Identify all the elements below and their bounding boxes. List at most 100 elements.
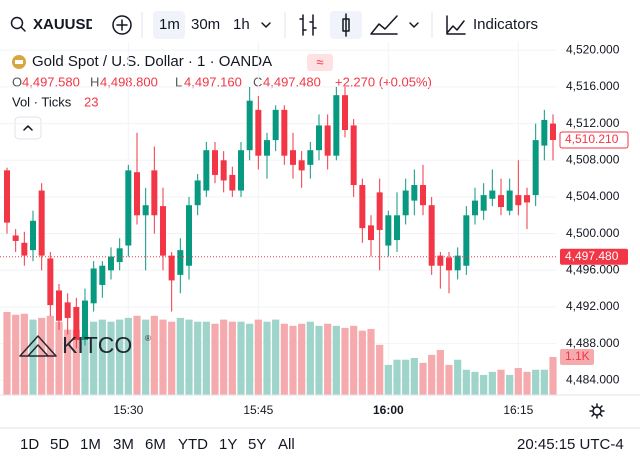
candle-body: [350, 125, 357, 186]
candle-body: [437, 255, 444, 266]
settings-button[interactable]: [592, 406, 602, 416]
candle-body: [47, 258, 54, 306]
range-button[interactable]: 3M: [113, 436, 134, 453]
candle-body: [151, 170, 158, 216]
y-tick-label: 4,516.000: [566, 79, 620, 93]
x-tick-label: 16:00: [373, 403, 404, 417]
y-tick-label: 4,504.000: [566, 189, 620, 203]
volume-bar: [532, 369, 540, 395]
x-tick-label: 16:15: [503, 403, 533, 417]
candle-body: [532, 140, 539, 196]
range-button[interactable]: 5Y: [248, 436, 266, 453]
toolbar: XAUUSD 1m 30m 1h Indicators: [10, 11, 538, 39]
candle-body: [515, 195, 522, 206]
area-style-button[interactable]: [370, 15, 398, 35]
volume-bar: [280, 323, 288, 395]
volume-bar: [298, 323, 306, 395]
candle-body: [506, 190, 513, 211]
candle-body: [229, 174, 236, 191]
range-button[interactable]: 1D: [20, 436, 39, 453]
candle-body: [177, 250, 184, 275]
volume-bar: [445, 364, 453, 395]
interval-button[interactable]: 1m: [159, 16, 180, 33]
volume-bar: [506, 374, 514, 395]
volume-bar: [185, 319, 193, 395]
y-tick-label: 4,492.000: [566, 299, 620, 313]
volume-bar: [324, 323, 332, 395]
volume-bar: [471, 371, 479, 395]
range-button[interactable]: All: [278, 436, 295, 453]
symbol-logo-bar: [15, 60, 23, 64]
volume-bar: [55, 321, 63, 395]
candle-body: [246, 100, 253, 151]
market-status-icon: ≈: [316, 54, 323, 69]
candle-body: [281, 109, 288, 156]
candle-body: [454, 255, 461, 271]
style-dropdown[interactable]: [409, 22, 419, 28]
volume-label: Vol · Ticks: [12, 94, 72, 109]
volume-bar: [98, 319, 106, 395]
settings-gear: [589, 403, 605, 419]
collapse-legend-button[interactable]: [14, 116, 42, 140]
market-status[interactable]: [307, 54, 333, 71]
volume-bar: [428, 354, 436, 395]
bars-style-button[interactable]: [299, 14, 317, 36]
add-symbol-button[interactable]: [112, 15, 132, 35]
candle-body: [220, 160, 227, 181]
volume-bar: [306, 321, 314, 395]
volume-bar: [436, 350, 444, 395]
volume-bar: [497, 369, 505, 395]
volume-bar: [523, 371, 531, 395]
x-tick-label: 15:30: [113, 403, 143, 417]
volume-bar: [29, 319, 37, 395]
watermark-text: KITCO: [62, 332, 132, 358]
search-icon[interactable]: [10, 16, 24, 30]
volume-bar: [289, 325, 297, 395]
volume-bar: [228, 321, 236, 395]
interval-button[interactable]: 1h: [233, 16, 250, 33]
range-button[interactable]: 1Y: [219, 436, 237, 453]
volume-bar: [81, 334, 89, 395]
volume-bar: [211, 323, 219, 395]
volume-bar: [402, 359, 410, 395]
candle-body: [342, 95, 348, 131]
candle-body: [394, 215, 400, 241]
interval-dropdown[interactable]: [261, 22, 271, 28]
candle-body: [307, 150, 314, 165]
volume-tag: [560, 348, 594, 365]
volume-bar: [220, 319, 228, 395]
chevron-up: [23, 125, 33, 131]
range-button[interactable]: 5D: [50, 436, 69, 453]
candle-body: [480, 195, 487, 211]
candle-body: [298, 160, 305, 171]
volume-bar: [202, 321, 210, 395]
volume-bar: [549, 356, 557, 395]
y-tick-label: 4,508.000: [566, 152, 620, 166]
candle-body: [333, 95, 340, 156]
candles-style-button[interactable]: [342, 13, 350, 37]
candle-body: [212, 150, 218, 175]
range-button[interactable]: 6M: [145, 436, 166, 453]
interval-button[interactable]: 30m: [191, 16, 220, 33]
legend: Gold Spot / U.S. Dollar · 1 · OANDA ≈ O …: [12, 53, 432, 140]
previous-close-tag: [560, 248, 628, 265]
volume-bar: [454, 359, 462, 395]
volume-bar: [72, 329, 80, 395]
volume-bar: [142, 319, 150, 395]
watermark-logo: [19, 335, 57, 357]
plot: 4,484.000 4,488.000 4,492.000 4,496.000 4,50…: [0, 42, 629, 417]
candle-body: [411, 185, 418, 201]
watermark-symbol: ®: [145, 334, 151, 343]
volume-bar: [107, 321, 115, 395]
indicators-button[interactable]: Indicators: [473, 16, 538, 33]
range-button[interactable]: YTD: [178, 436, 208, 453]
ohlc-value: 4,497.580: [22, 74, 80, 89]
volume-bar: [350, 325, 358, 395]
candle-body: [472, 200, 478, 216]
symbol[interactable]: XAUUSD: [33, 16, 97, 33]
range-button[interactable]: 1M: [80, 436, 101, 453]
volume-bar: [488, 371, 496, 395]
indicators-icon[interactable]: [446, 15, 466, 35]
